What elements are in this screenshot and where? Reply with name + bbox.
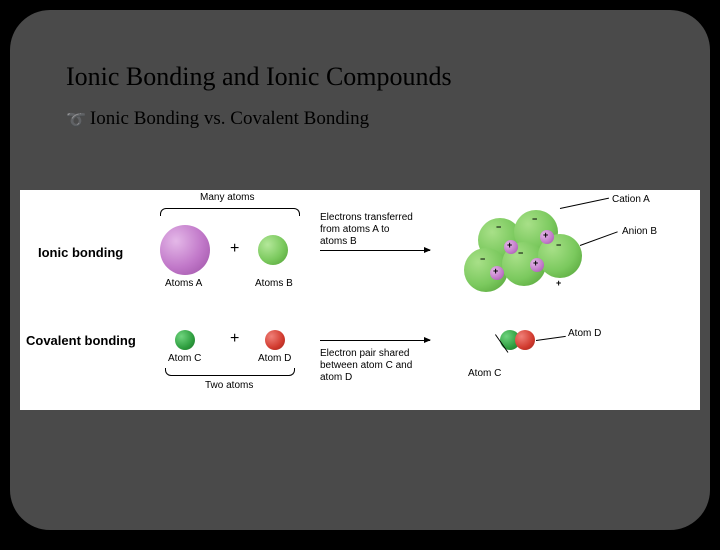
charge-plus: + — [493, 266, 498, 276]
bonding-diagram: Ionic bonding Many atoms Atoms A + Atoms… — [20, 190, 700, 410]
ionic-desc-l3: atoms B — [320, 236, 357, 247]
charge-plus: + — [543, 230, 548, 240]
covalent-desc-l3: atom D — [320, 372, 352, 383]
charge-minus: − — [480, 254, 485, 264]
product-d-label: Atom D — [568, 328, 601, 339]
charge-minus: − — [532, 214, 537, 224]
atom-b-sphere — [258, 235, 288, 265]
product-atom-d — [515, 330, 535, 350]
atom-a-label: Atoms A — [165, 278, 202, 289]
atom-c-label: Atom C — [168, 353, 201, 364]
ionic-arrow — [320, 250, 430, 251]
brace-top-label: Many atoms — [200, 192, 254, 203]
covalent-plus: + — [230, 330, 239, 348]
bullet-icon: ➰ — [66, 110, 86, 130]
ionic-cluster: − − − − − + + + + + — [460, 200, 600, 300]
charge-minus: − — [556, 240, 561, 250]
charge-plus: + — [507, 240, 512, 250]
anion-label: Anion B — [622, 226, 657, 237]
ionic-desc-l2: from atoms A to — [320, 224, 389, 235]
atom-c-sphere — [175, 330, 195, 350]
product-d-lead — [536, 336, 566, 341]
cation-label: Cation A — [612, 194, 650, 205]
atom-b-label: Atoms B — [255, 278, 293, 289]
subtitle-text: Ionic Bonding vs. Covalent Bonding — [90, 108, 369, 129]
slide-title: Ionic Bonding and Ionic Compounds — [66, 62, 452, 92]
brace-bottom — [165, 368, 295, 376]
covalent-arrow — [320, 340, 430, 341]
covalent-row-label: Covalent bonding — [26, 333, 136, 348]
covalent-desc-l1: Electron pair shared — [320, 348, 410, 359]
charge-minus: − — [496, 222, 501, 232]
slide-container: Ionic Bonding and Ionic Compounds ➰Ionic… — [10, 10, 710, 530]
charge-plus: + — [533, 258, 538, 268]
product-c-label: Atom C — [468, 368, 501, 379]
atom-d-sphere — [265, 330, 285, 350]
brace-top — [160, 208, 300, 216]
ionic-plus: + — [230, 240, 239, 258]
ionic-row-label: Ionic bonding — [38, 245, 123, 260]
charge-minus: − — [518, 248, 523, 258]
ionic-desc-l1: Electrons transferred — [320, 212, 413, 223]
atom-d-label: Atom D — [258, 353, 291, 364]
brace-bot-label: Two atoms — [205, 380, 253, 391]
slide-subtitle: ➰Ionic Bonding vs. Covalent Bonding — [66, 108, 369, 130]
covalent-desc: Electron pair shared between atom C and … — [320, 348, 412, 384]
ionic-desc: Electrons transferred from atoms A to at… — [320, 212, 413, 248]
charge-plus: + — [556, 278, 561, 288]
atom-a-sphere — [160, 225, 210, 275]
covalent-desc-l2: between atom C and — [320, 360, 412, 371]
